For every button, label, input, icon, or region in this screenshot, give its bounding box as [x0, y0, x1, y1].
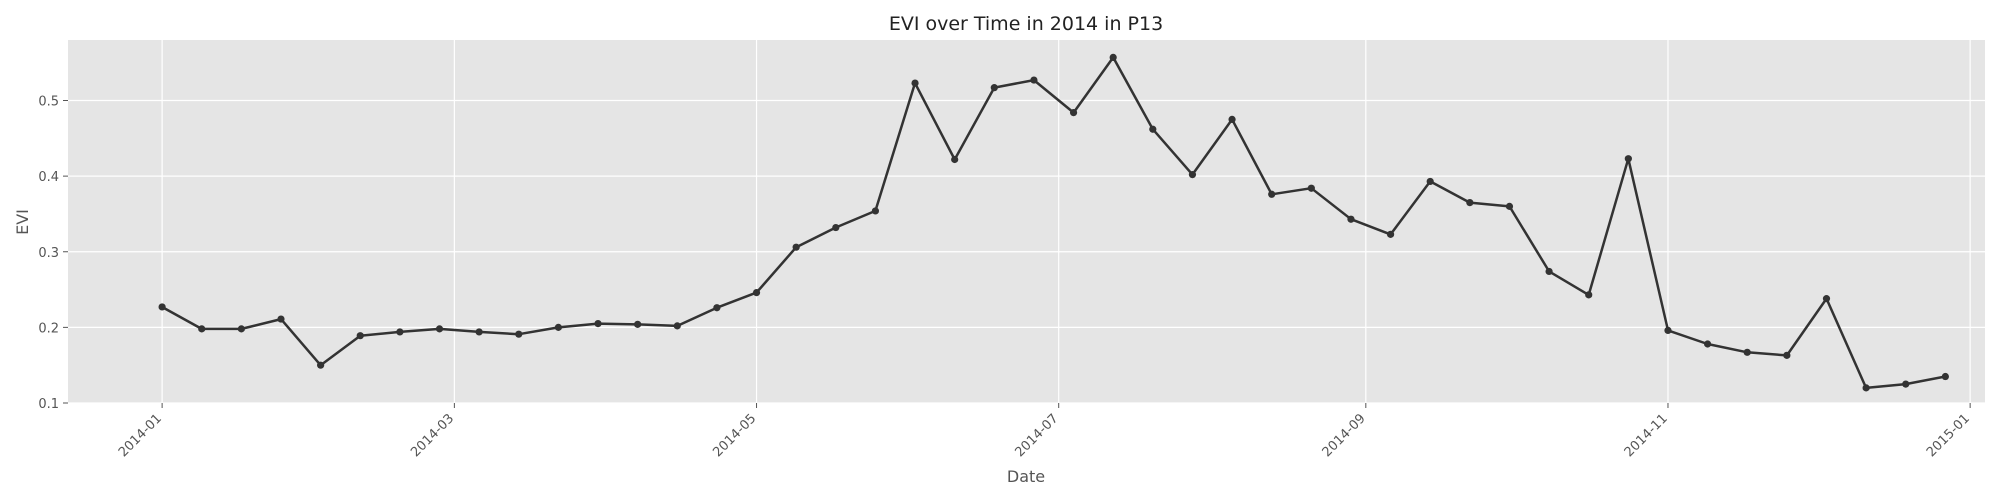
- data-point: [951, 155, 959, 164]
- data-point: [1069, 109, 1078, 117]
- x-ticks: 2014-01 2014-03 2014-05 2014-07 2014-09 2014-…: [116, 403, 1973, 460]
- data-point: [1149, 125, 1157, 133]
- data-point: [396, 328, 404, 336]
- data-point: [1268, 190, 1276, 198]
- data-point: [752, 288, 761, 297]
- data-point: [277, 315, 285, 323]
- data-point: [1941, 372, 1949, 381]
- data-point: [1545, 267, 1553, 276]
- data-point: [1030, 76, 1038, 84]
- data-point: [673, 322, 681, 330]
- data-point: [554, 323, 562, 331]
- x-tick-label: 2014-11: [1622, 411, 1671, 460]
- data-point: [1386, 230, 1395, 238]
- data-point: [792, 243, 800, 251]
- data-point: [475, 328, 483, 336]
- data-point: [1743, 348, 1751, 356]
- data-point: [158, 303, 166, 311]
- y-axis-label: EVI: [13, 209, 32, 235]
- plot-background: [68, 40, 1985, 403]
- series-lines: [161, 56, 1946, 390]
- data-point: [1307, 184, 1315, 192]
- data-point: [515, 330, 523, 338]
- data-point: [1347, 215, 1355, 223]
- data-point: [1228, 115, 1236, 124]
- data-point: [435, 325, 444, 333]
- data-point: [871, 207, 880, 215]
- chart-title: EVI over Time in 2014 in P13: [889, 13, 1163, 35]
- x-tick-label: 2014-07: [1013, 411, 1062, 460]
- x-tick-label: 2014-05: [710, 411, 759, 460]
- x-tick-label: 2014-01: [116, 411, 165, 460]
- data-point: [1426, 177, 1434, 186]
- data-point: [1902, 380, 1910, 388]
- grid-lines: [68, 40, 1985, 404]
- data-point: [1704, 340, 1712, 348]
- data-point: [1188, 171, 1197, 179]
- data-point: [1585, 291, 1593, 299]
- data-point: [713, 304, 721, 312]
- y-tick-label: 0.2: [38, 321, 59, 336]
- data-point: [1822, 295, 1831, 303]
- data-point: [356, 332, 364, 340]
- x-axis-label: Date: [1007, 467, 1045, 486]
- data-point: [1664, 326, 1672, 334]
- data-point: [832, 223, 840, 232]
- data-point: [911, 79, 919, 87]
- x-tick-label: 2014-09: [1320, 411, 1369, 460]
- data-point: [1862, 384, 1870, 392]
- data-point: [198, 325, 206, 333]
- y-tick-label: 0.4: [38, 170, 59, 185]
- series-line: [161, 56, 1946, 390]
- y-tick-label: 0.3: [38, 246, 59, 261]
- x-tick-label: 2014-03: [408, 411, 457, 460]
- data-point: [1466, 198, 1474, 207]
- data-point: [634, 320, 642, 328]
- y-tick-label: 0.1: [38, 397, 59, 412]
- data-point: [1505, 202, 1514, 210]
- data-point: [1109, 53, 1117, 61]
- data-point: [1624, 155, 1632, 163]
- data-point: [990, 84, 998, 92]
- x-tick-label: 2015-01: [1924, 411, 1973, 460]
- data-point: [237, 325, 245, 333]
- data-point: [317, 361, 325, 369]
- data-points: [158, 53, 1949, 392]
- y-tick-label: 0.5: [38, 95, 59, 110]
- data-point: [1783, 351, 1791, 359]
- y-ticks: 0.1 0.2 0.3 0.4 0.5: [38, 95, 68, 412]
- data-point: [594, 319, 602, 328]
